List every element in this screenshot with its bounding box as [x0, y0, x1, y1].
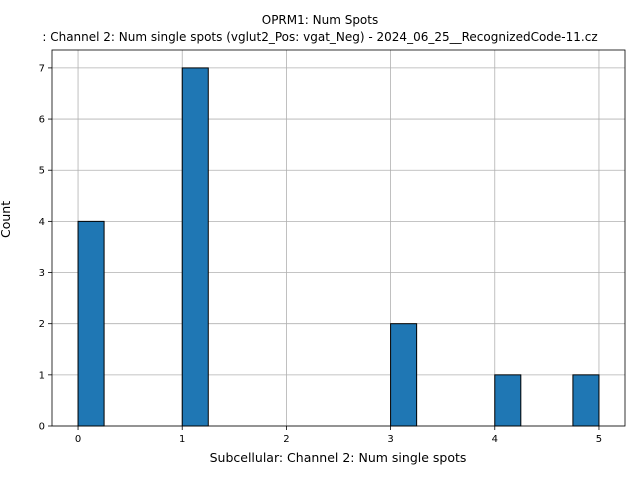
x-tick-label: 2	[283, 434, 289, 445]
chart-subtitle: : Channel 2: Num single spots (vglut2_Po…	[42, 30, 598, 44]
y-tick-label: 5	[39, 166, 45, 177]
y-tick-label: 6	[39, 115, 45, 126]
x-tick-label: 4	[492, 434, 498, 445]
histogram-bar	[390, 323, 418, 427]
y-tick-label: 0	[39, 422, 45, 433]
x-tick-label: 0	[75, 434, 81, 445]
x-tick-label: 5	[596, 434, 602, 445]
y-tick-label: 7	[39, 63, 45, 74]
histogram-bar	[181, 67, 209, 427]
y-tick-label: 3	[39, 268, 45, 279]
y-tick-label: 2	[39, 319, 45, 330]
x-axis-label: Subcellular: Channel 2: Num single spots	[209, 450, 467, 465]
chart-title: OPRM1: Num Spots	[261, 13, 379, 27]
x-tick-label: 3	[387, 434, 393, 445]
y-tick-label: 4	[39, 217, 45, 228]
y-tick-label: 1	[39, 370, 45, 381]
histogram-bar	[77, 220, 105, 427]
histogram-bar	[494, 374, 522, 427]
y-axis-label: Count	[0, 200, 13, 238]
histogram-bar	[572, 374, 600, 427]
plot-frame	[51, 49, 626, 427]
x-tick-label: 1	[179, 434, 185, 445]
